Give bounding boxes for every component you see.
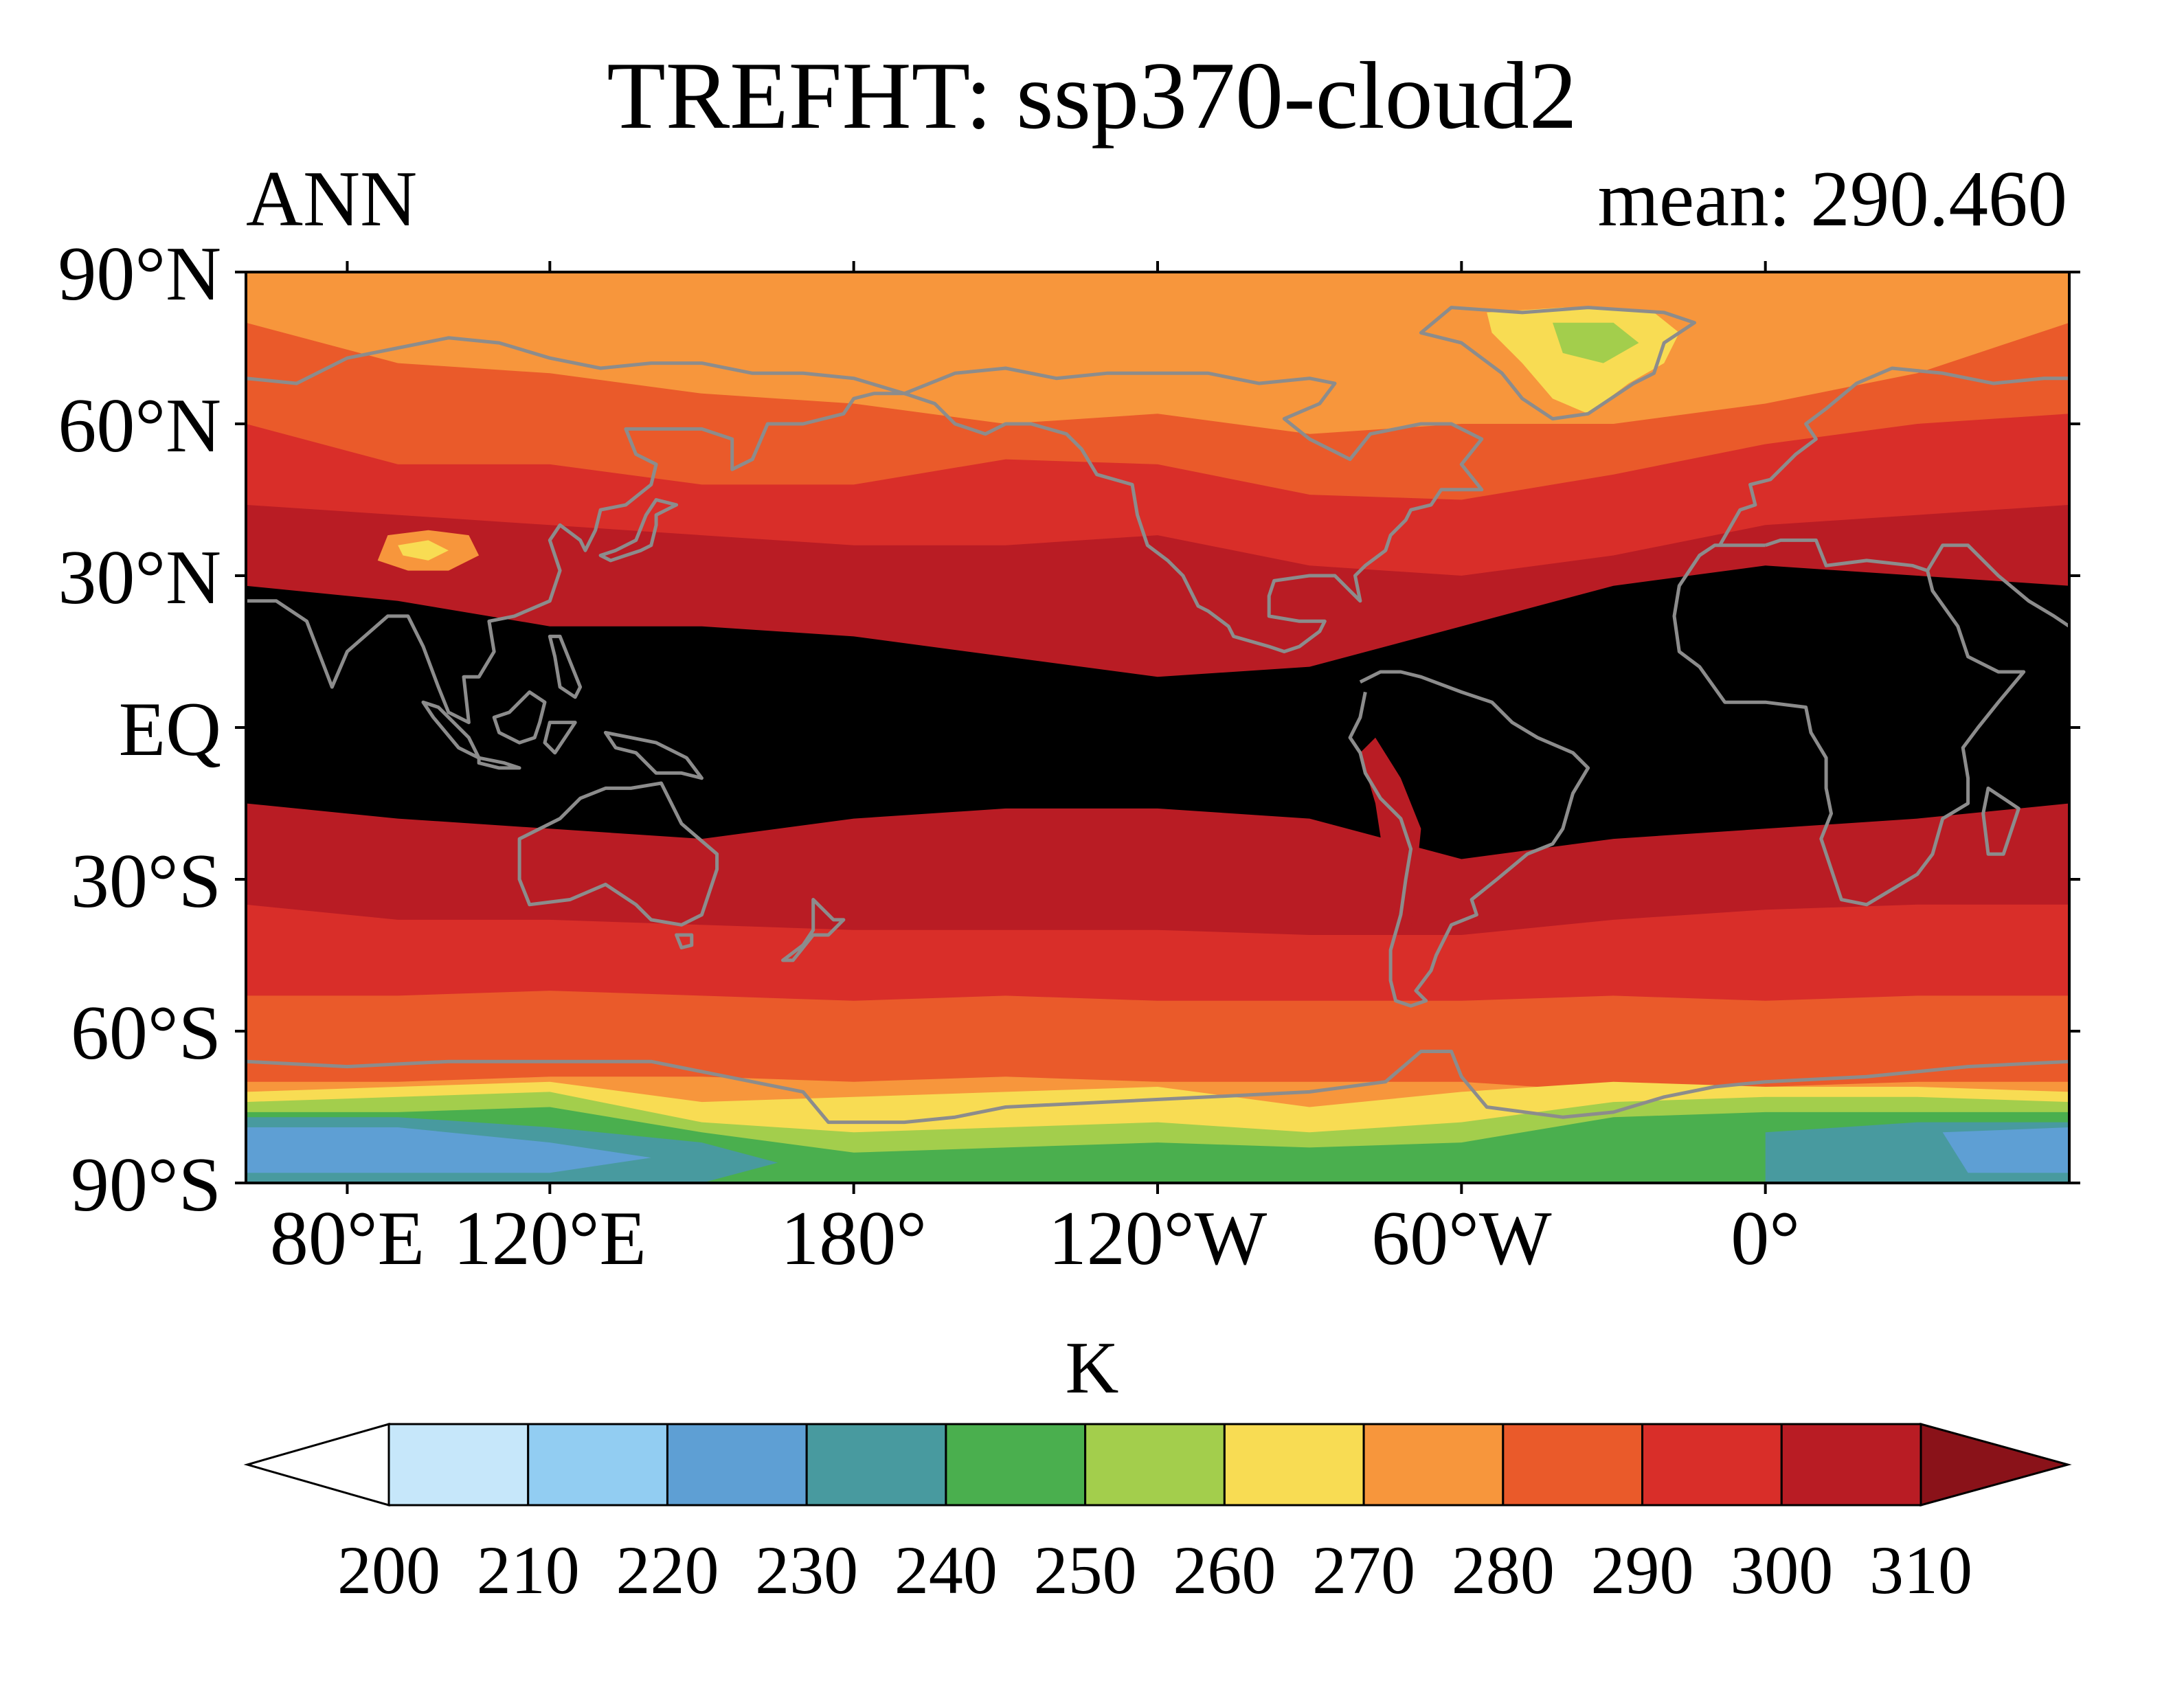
colorbar-over-arrow	[1920, 1423, 2072, 1507]
coast-greenland	[1419, 306, 1696, 421]
coastlines	[246, 306, 2069, 1125]
lon-tick-label: 120°E	[453, 1196, 646, 1281]
chart-title: TREFHT: ssp370-cloud2	[607, 43, 1577, 149]
coast-madagascar	[1981, 786, 2020, 856]
colorbar-swatch	[387, 1423, 530, 1507]
colorbar-tick-label: 280	[1452, 1532, 1555, 1608]
lat-tick-label: 30°S	[71, 839, 221, 924]
coast-newzealand	[781, 898, 846, 962]
coast-australia	[517, 781, 719, 927]
lon-tick-label: 180°	[780, 1196, 927, 1281]
coast-asia	[246, 336, 906, 725]
coast-europe	[1718, 366, 2069, 547]
lat-tick-label: EQ	[119, 687, 221, 772]
coast-borneo	[492, 690, 547, 745]
colorbar-swatch	[527, 1423, 668, 1507]
coast-java	[477, 756, 521, 770]
colorbar-tick-label: 290	[1591, 1532, 1694, 1608]
lat-tick-label: 90°N	[58, 232, 221, 317]
colorbar-swatch	[1362, 1423, 1505, 1507]
coast-sulawesi	[543, 721, 577, 755]
lat-tick-label: 30°N	[58, 535, 221, 620]
lon-tick-label: 0°	[1731, 1196, 1800, 1281]
lat-tick-label: 60°S	[71, 991, 221, 1076]
east-antarctic-220	[246, 1127, 651, 1173]
colorbar-tick-label: 230	[755, 1532, 858, 1608]
colorbar-swatch	[1780, 1423, 1922, 1507]
lat-tick-label: 90°S	[71, 1142, 221, 1228]
colorbar-tick-label: 250	[1034, 1532, 1137, 1608]
colorbar-tick-label: 220	[616, 1532, 719, 1608]
lon-tick-label: 80°E	[270, 1196, 425, 1281]
coast-southamerica	[1348, 670, 1590, 1008]
colorbar-tick-label: 200	[337, 1532, 440, 1608]
lat-tick-label: 60°N	[58, 383, 221, 469]
coast-middleeast	[1926, 543, 2069, 628]
colorbar-tick-label: 310	[1869, 1532, 1972, 1608]
colorbar-tick-label: 210	[477, 1532, 580, 1608]
colorbar-swatch	[945, 1423, 1087, 1507]
coast-newguinea	[603, 730, 703, 780]
east-antarctic-220b	[1942, 1127, 2069, 1173]
greenland-260	[1487, 307, 1680, 414]
colorbar: 200 210 220 230 240 250 260 270 280 290 300 310	[243, 1423, 2072, 1608]
colorbar-swatch	[666, 1423, 808, 1507]
longitude-axis: 80°E 120°E 180° 120°W 60°W 0°	[270, 261, 1800, 1281]
colorbar-swatch	[1641, 1423, 1783, 1507]
latitude-axis: 90°N 60°N 30°N EQ 30°S 60°S 90°S	[58, 232, 2080, 1228]
tibet-core	[398, 540, 449, 561]
colorbar-swatch	[805, 1423, 947, 1507]
coast-northamerica	[903, 366, 1484, 653]
coast-japan	[598, 498, 679, 563]
coast-philippines	[548, 634, 583, 699]
colorbar-tick-label: 260	[1173, 1532, 1276, 1608]
temperature-field	[246, 272, 2069, 1183]
lon-tick-label: 60°W	[1371, 1196, 1552, 1281]
colorbar-swatch	[1502, 1423, 1644, 1507]
coast-antarctica	[246, 1050, 2069, 1125]
colorbar-tick-label: 300	[1730, 1532, 1833, 1608]
colorbar-swatch	[1223, 1423, 1365, 1507]
colorbar-swatch	[1084, 1423, 1226, 1507]
greenland-250	[1553, 322, 1639, 363]
season-label: ANN	[246, 155, 418, 243]
colorbar-under-arrow	[243, 1423, 390, 1507]
colorbar-tick-label: 240	[894, 1532, 998, 1608]
colorbar-units: K	[1065, 1327, 1119, 1409]
coast-tasmania	[675, 933, 694, 949]
lon-tick-label: 120°W	[1048, 1196, 1268, 1281]
coast-africa	[1672, 538, 2026, 907]
mean-label: mean: 290.460	[1597, 155, 2068, 243]
region-310	[246, 565, 2069, 859]
colorbar-tick-label: 270	[1312, 1532, 1415, 1608]
